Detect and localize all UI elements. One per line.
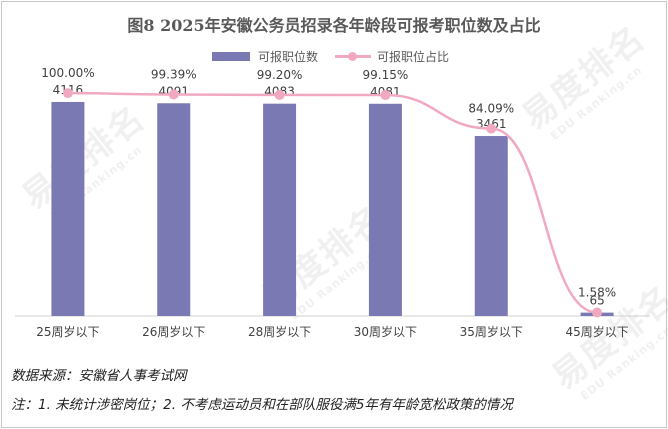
legend-item-line: 可报职位占比 xyxy=(335,48,449,65)
bar-value-label: 65 xyxy=(589,294,604,308)
x-tick-label: 28周岁以下 xyxy=(248,324,311,339)
x-tick-label: 45周岁以下 xyxy=(565,324,628,339)
bar xyxy=(157,103,191,316)
line-point xyxy=(168,89,179,100)
bar xyxy=(263,103,297,317)
x-tick-label: 25周岁以下 xyxy=(36,324,99,339)
x-tick-label: 26周岁以下 xyxy=(142,324,205,339)
line-point xyxy=(274,89,285,100)
line-value-label: 99.20% xyxy=(257,68,303,82)
line-value-label: 84.09% xyxy=(468,102,514,116)
line-value-label: 100.00% xyxy=(41,66,94,80)
line-series-path xyxy=(67,91,598,314)
line-point xyxy=(486,123,497,134)
x-tick-label: 35周岁以下 xyxy=(460,324,523,339)
x-tick-label: 30周岁以下 xyxy=(354,324,417,339)
legend-label-bar: 可报职位数 xyxy=(258,50,319,64)
line-value-label: 1.58% xyxy=(578,285,616,299)
line-value-label: 99.39% xyxy=(151,68,197,82)
line-value-label: 99.15% xyxy=(363,68,409,82)
chart-title: 图8 2025年安徽公务员招录各年龄段可报考职位数及占比 xyxy=(127,16,541,35)
line-point xyxy=(380,90,391,101)
legend-label-line: 可报职位占比 xyxy=(377,50,450,64)
legend-swatch-bar xyxy=(212,52,250,61)
legend-swatch-line xyxy=(335,52,371,61)
source-note: 数据来源：安徽省人事考试网 xyxy=(11,368,187,384)
footnote: 注：1. 未统计涉密岗位；2. 不考虑运动员和在部队服役满5年有年龄宽松政策的情… xyxy=(11,397,513,413)
line-point xyxy=(62,88,73,99)
bar xyxy=(368,103,402,317)
line-point xyxy=(592,307,603,318)
bar xyxy=(51,101,85,316)
bar xyxy=(474,136,508,316)
legend-item-bar: 可报职位数 xyxy=(212,48,318,65)
legend: 可报职位数 可报职位占比 xyxy=(0,48,668,68)
